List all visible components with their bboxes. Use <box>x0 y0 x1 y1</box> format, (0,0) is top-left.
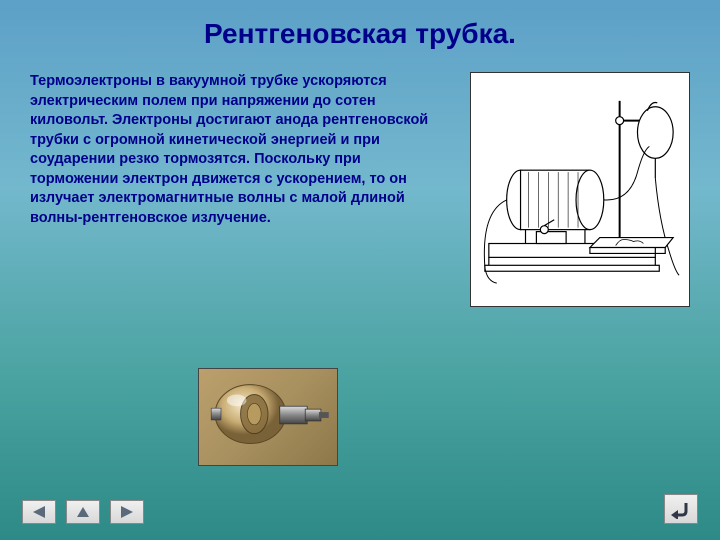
page-title: Рентгеновская трубка. <box>0 0 720 50</box>
content-row: Термоэлектроны в вакуумной трубке ускоря… <box>0 50 720 307</box>
xray-tube-photo <box>198 368 338 466</box>
home-button[interactable] <box>66 500 100 524</box>
triangle-left-icon <box>31 505 47 519</box>
u-turn-icon <box>670 499 692 519</box>
triangle-up-icon <box>75 505 91 519</box>
triangle-right-icon <box>119 505 135 519</box>
xray-apparatus-illustration <box>470 72 690 307</box>
next-button[interactable] <box>110 500 144 524</box>
body-text: Термоэлектроны в вакуумной трубке ускоря… <box>30 72 452 307</box>
nav-controls <box>22 500 144 524</box>
prev-button[interactable] <box>22 500 56 524</box>
return-button[interactable] <box>664 494 698 524</box>
